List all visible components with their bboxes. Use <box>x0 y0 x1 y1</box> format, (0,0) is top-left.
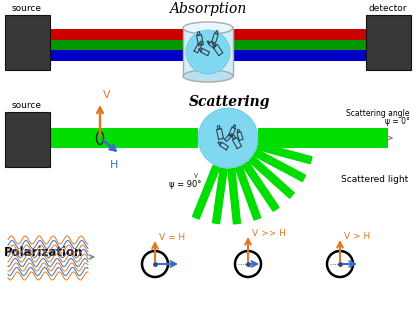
Bar <box>50 55 366 57</box>
Bar <box>50 49 366 50</box>
Bar <box>50 29 366 31</box>
Bar <box>50 57 366 59</box>
Polygon shape <box>213 168 227 224</box>
Bar <box>50 48 366 49</box>
Text: V > H: V > H <box>344 232 370 241</box>
Bar <box>258 128 388 148</box>
Bar <box>50 29 366 30</box>
Circle shape <box>198 108 258 168</box>
Bar <box>50 58 366 60</box>
Bar <box>50 37 366 39</box>
Bar <box>50 52 366 54</box>
Bar <box>50 38 366 40</box>
Bar <box>50 31 366 32</box>
Circle shape <box>186 30 230 74</box>
Polygon shape <box>254 149 306 181</box>
Text: Absorption: Absorption <box>169 2 247 16</box>
Bar <box>50 60 366 61</box>
Bar <box>50 128 198 148</box>
Bar <box>50 41 366 43</box>
Bar <box>183 28 233 76</box>
Text: source: source <box>12 101 42 110</box>
Text: detector: detector <box>369 4 407 13</box>
Text: Scattering: Scattering <box>189 95 271 109</box>
Bar <box>50 46 366 48</box>
Text: ψ = 90°: ψ = 90° <box>169 180 201 189</box>
Bar <box>50 56 366 58</box>
Polygon shape <box>193 166 220 219</box>
Bar <box>50 42 366 44</box>
Bar <box>50 50 366 51</box>
Text: source: source <box>12 4 42 13</box>
Bar <box>50 36 366 38</box>
Polygon shape <box>243 162 279 211</box>
Text: V = H: V = H <box>159 233 185 242</box>
Text: Scattered light: Scattered light <box>341 175 408 184</box>
Bar <box>50 45 366 46</box>
Bar <box>50 32 366 33</box>
Polygon shape <box>257 143 312 164</box>
Text: ψ = 0°: ψ = 0° <box>385 117 410 126</box>
Text: Polarization: Polarization <box>4 246 83 259</box>
Polygon shape <box>235 166 261 220</box>
Text: V >> H: V >> H <box>252 229 286 238</box>
Bar <box>50 40 366 42</box>
Bar <box>50 46 366 47</box>
Bar <box>50 43 366 45</box>
Bar <box>50 51 366 52</box>
Bar <box>50 33 366 34</box>
Bar <box>5 112 50 167</box>
Ellipse shape <box>183 70 233 82</box>
Bar <box>50 34 366 35</box>
Text: H: H <box>110 160 118 170</box>
Bar <box>366 15 411 70</box>
Bar <box>50 39 366 41</box>
Bar <box>50 53 366 55</box>
Bar <box>5 15 50 70</box>
Ellipse shape <box>183 22 233 34</box>
Polygon shape <box>228 168 240 224</box>
Bar <box>50 35 366 37</box>
Text: V: V <box>103 90 111 100</box>
Polygon shape <box>249 156 294 198</box>
Bar <box>50 54 366 56</box>
Text: Scattering angle: Scattering angle <box>347 108 410 117</box>
